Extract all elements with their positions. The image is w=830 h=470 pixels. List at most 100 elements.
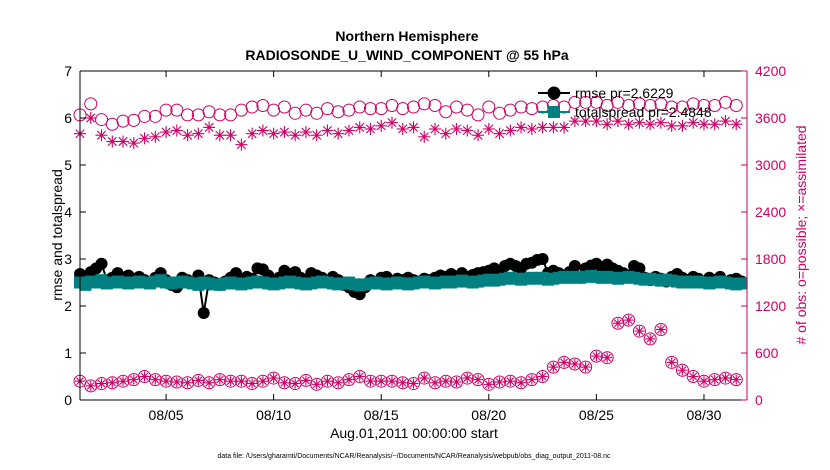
obs-possible-marker (353, 100, 367, 114)
obs-possible-low-marker (654, 323, 668, 336)
obs-assimilated-marker (138, 132, 151, 145)
obs-assimilated-low-marker (494, 376, 505, 387)
obs-possible-low-marker (546, 360, 560, 374)
y-tick-label-right: 1200 (755, 298, 786, 314)
obs-assimilated-marker (504, 124, 517, 137)
obs-assimilated-low-marker (526, 374, 537, 385)
obs-possible-low-marker (396, 376, 410, 390)
obs-assimilated-marker (181, 129, 194, 142)
obs-assimilated-low-marker (150, 374, 161, 385)
obs-assimilated-low-marker (182, 377, 193, 388)
obs-possible-low-marker (643, 332, 657, 346)
y-tick-label-right: 3600 (755, 110, 786, 126)
obs-assimilated-low-marker (333, 377, 344, 388)
obs-possible-low-marker (482, 377, 496, 391)
obs-assimilated-low-marker (171, 376, 182, 387)
obs-possible-marker (643, 98, 657, 112)
y-tick-label-right: 2400 (755, 204, 786, 220)
obs-possible-marker (686, 97, 700, 111)
obs-assimilated-low-marker (257, 376, 268, 387)
obs-possible-low-marker (385, 374, 399, 388)
obs-assimilated-marker (472, 129, 485, 142)
obs-possible-marker (460, 103, 474, 117)
obs-assimilated-low-marker (483, 379, 494, 390)
legend-spread-marker (548, 106, 560, 118)
rmse-marker (95, 257, 108, 270)
x-tick-label: 08/20 (471, 407, 506, 423)
obs-assimilated-marker (730, 118, 743, 131)
obs-assimilated-low-marker (623, 315, 634, 326)
obs-assimilated-low-marker (322, 376, 333, 387)
obs-assimilated-marker (418, 130, 431, 143)
obs-assimilated-marker (321, 124, 334, 137)
obs-assimilated-low-marker (430, 377, 441, 388)
obs-possible-low-marker (460, 371, 474, 385)
obs-assimilated-low-marker (397, 377, 408, 388)
y-tick-label: 3 (64, 251, 72, 267)
obs-possible-low-marker (536, 370, 550, 383)
obs-assimilated-marker (353, 121, 366, 134)
obs-possible-low-marker (417, 371, 431, 385)
obs-assimilated-marker (590, 115, 603, 128)
rmse-marker (536, 253, 549, 265)
obs-possible-marker (84, 97, 98, 111)
obs-possible-low-marker (579, 360, 593, 374)
y-tick-label-right: 600 (755, 345, 779, 361)
x-axis-label: Aug.01,2011 00:00:00 start (330, 425, 498, 441)
y-tick-label-right: 3000 (755, 157, 786, 173)
obs-assimilated-marker (407, 121, 420, 134)
obs-possible-low-marker (277, 376, 291, 390)
obs-assimilated-marker (127, 137, 140, 150)
obs-assimilated-marker (676, 119, 689, 132)
obs-assimilated-low-marker (462, 373, 473, 384)
obs-assimilated-low-marker (107, 377, 118, 388)
obs-assimilated-marker (611, 115, 624, 128)
obs-possible-marker (363, 102, 377, 116)
y-tick-label: 2 (64, 298, 72, 314)
obs-assimilated-marker (203, 121, 216, 134)
obs-possible-low-marker (353, 370, 367, 383)
obs-assimilated-marker (106, 135, 119, 148)
obs-possible-marker (568, 95, 582, 109)
y-tick-label: 5 (64, 157, 72, 173)
obs-assimilated-marker (601, 118, 614, 131)
obs-assimilated-marker (525, 122, 538, 135)
obs-possible-low-marker (503, 374, 517, 388)
obs-assimilated-low-marker (365, 376, 376, 387)
y-tick-label-right: 4200 (755, 63, 786, 79)
obs-assimilated-marker (558, 121, 571, 134)
obs-assimilated-marker (622, 118, 635, 131)
obs-possible-marker (213, 108, 227, 122)
obs-possible-marker (138, 109, 152, 123)
obs-assimilated-marker (654, 116, 667, 129)
obs-assimilated-low-marker (559, 357, 570, 368)
obs-assimilated-low-marker (279, 377, 290, 388)
y-tick-label: 1 (64, 345, 72, 361)
obs-possible-marker (310, 106, 324, 120)
obs-assimilated-low-marker (634, 326, 645, 337)
obs-assimilated-marker (170, 124, 183, 137)
obs-possible-low-marker (116, 374, 130, 388)
y-tick-label-right: 1800 (755, 251, 786, 267)
ticks-layer: 08/05 08/10 08/15 08/20 08/25 08/30 0 1 2 3 4 5 6 7 0 6… (64, 63, 786, 423)
obs-assimilated-marker (708, 118, 721, 131)
obs-assimilated-low-marker (204, 377, 215, 388)
obs-possible-marker (417, 97, 431, 111)
obs-assimilated-marker (267, 127, 280, 140)
obs-assimilated-low-marker (677, 365, 688, 376)
obs-possible-low-marker (675, 363, 689, 377)
obs-assimilated-low-marker (731, 374, 742, 385)
obs-assimilated-low-marker (118, 376, 129, 387)
obs-possible-low-marker (697, 374, 711, 388)
obs-possible-low-marker (267, 371, 281, 385)
obs-assimilated-marker (450, 122, 463, 135)
obs-possible-marker (170, 103, 184, 117)
obs-possible-marker (331, 105, 345, 119)
obs-assimilated-low-marker (505, 376, 516, 387)
totalspread-marker (735, 277, 748, 290)
obs-possible-marker (622, 98, 636, 112)
lines-layer (74, 253, 748, 320)
legend-rmse-marker (547, 86, 561, 100)
obs-assimilated-marker (547, 121, 560, 134)
obs-assimilated-marker (536, 121, 549, 134)
